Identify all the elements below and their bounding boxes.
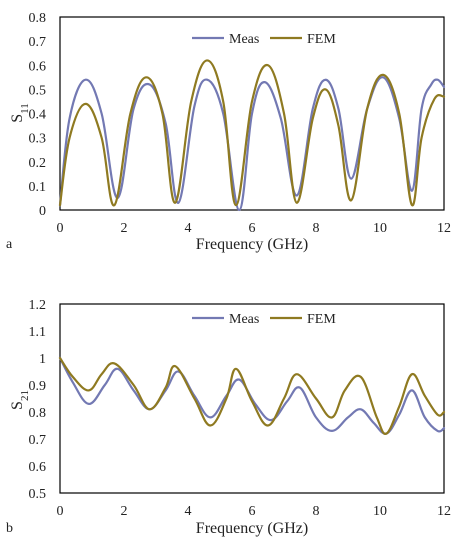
y-axis-label-a: S11 [9, 103, 31, 123]
y-tick-labels-b: 0.5 0.6 0.7 0.8 0.9 1 1.1 1.2 [29, 298, 47, 502]
legend-label-fem-b: FEM [307, 312, 336, 327]
x-tick-label: 8 [313, 504, 320, 519]
series-line-fem-a [58, 59, 446, 207]
y-axis-label-sub-b: 21 [19, 390, 31, 401]
series-layer-b [58, 356, 446, 435]
y-tick-label: 0.2 [29, 156, 47, 171]
series-layer-a [58, 59, 446, 212]
x-axis-label-a: Frequency (GHz) [196, 236, 308, 253]
y-axis-label-b: S21 [9, 390, 31, 410]
y-tick-label: 0.7 [29, 433, 47, 448]
x-tick-label: 4 [185, 504, 192, 519]
legend-label-meas-a: Meas [229, 32, 259, 47]
y-axis-label-sub-a: 11 [19, 103, 31, 114]
y-axis-label-main-a: S [9, 114, 26, 123]
legend-b: Meas FEM [192, 312, 336, 327]
y-tick-label: 1.2 [29, 298, 47, 313]
x-tick-label: 0 [57, 221, 64, 236]
x-tick-label: 6 [249, 221, 256, 236]
panel-label-a: a [6, 237, 13, 252]
x-tick-label: 4 [185, 221, 192, 236]
y-tick-label: 0.7 [29, 35, 47, 50]
series-line-fem-b [58, 356, 446, 435]
x-tick-labels-b: 0 2 4 6 8 10 12 [57, 504, 452, 519]
y-tick-label: 0 [39, 204, 46, 219]
x-axis-label-b: Frequency (GHz) [196, 520, 308, 537]
y-tick-label: 0.1 [29, 180, 47, 195]
y-tick-label: 1 [39, 352, 46, 367]
plot-frame-a [59, 16, 445, 211]
x-tick-label: 0 [57, 504, 64, 519]
x-tick-label: 12 [437, 221, 451, 236]
panel-label-b: b [6, 521, 13, 536]
legend-label-meas-b: Meas [229, 312, 259, 327]
y-tick-label: 0.3 [29, 132, 47, 147]
legend-label-fem-a: FEM [307, 32, 336, 47]
x-tick-label: 2 [121, 504, 128, 519]
legend-a: Meas FEM [192, 32, 336, 47]
x-tick-label: 2 [121, 221, 128, 236]
panel-b: 0.5 0.6 0.7 0.8 0.9 1 1.1 1.2 0 2 4 6 8 10 12 Frequen… [6, 298, 451, 537]
y-tick-label: 0.9 [29, 379, 47, 394]
y-tick-label: 0.6 [29, 59, 47, 74]
x-tick-label: 6 [249, 504, 256, 519]
y-tick-label: 0.8 [29, 406, 47, 421]
x-tick-label: 8 [313, 221, 320, 236]
y-tick-label: 0.6 [29, 460, 47, 475]
y-tick-label: 0.5 [29, 83, 47, 98]
x-tick-label: 10 [373, 504, 387, 519]
y-axis-label-main-b: S [9, 401, 26, 410]
panel-a: 0 0.1 0.2 0.3 0.4 0.5 0.6 0.7 0.8 0 2 4 6 8 10 12 Freq… [6, 11, 451, 253]
y-tick-labels-a: 0 0.1 0.2 0.3 0.4 0.5 0.6 0.7 0.8 [29, 11, 47, 219]
y-tick-label: 1.1 [29, 325, 47, 340]
y-tick-label: 0.8 [29, 11, 47, 26]
x-tick-label: 12 [437, 504, 451, 519]
plot-frame-b [59, 303, 445, 494]
x-tick-labels-a: 0 2 4 6 8 10 12 [57, 221, 452, 236]
y-tick-label: 0.5 [29, 487, 47, 502]
y-tick-label: 0.4 [29, 108, 47, 123]
series-line-meas-b [58, 356, 446, 435]
x-tick-label: 10 [373, 221, 387, 236]
